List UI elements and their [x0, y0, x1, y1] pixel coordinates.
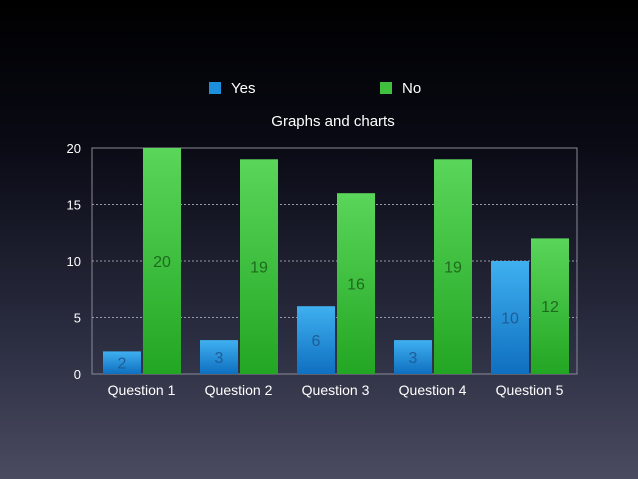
x-tick-label: Question 2 [205, 382, 273, 398]
chart-title: Graphs and charts [271, 113, 394, 130]
y-tick-label: 20 [67, 141, 81, 156]
legend-swatch [380, 82, 392, 94]
data-label: 19 [444, 260, 462, 277]
bar-yes-2 [200, 340, 238, 374]
bar-no-2 [240, 159, 278, 374]
data-label: 3 [409, 350, 418, 367]
data-label: 19 [250, 260, 268, 277]
y-tick-label: 0 [74, 367, 81, 382]
data-label: 20 [153, 254, 171, 271]
bar-no-4 [434, 159, 472, 374]
data-label: 3 [215, 350, 224, 367]
legend-label: No [402, 80, 421, 97]
data-label: 16 [347, 277, 365, 294]
bar-no-1 [143, 148, 181, 374]
bar-yes-5 [491, 261, 529, 374]
bar-yes-3 [297, 306, 335, 374]
bar-yes-1 [103, 351, 141, 374]
x-tick-label: Question 3 [302, 382, 370, 398]
chart-legend: Yes No [209, 80, 421, 97]
x-tick-label: Question 5 [496, 382, 564, 398]
legend-item-yes: Yes [209, 80, 255, 97]
legend-swatch [209, 82, 221, 94]
data-label: 6 [312, 333, 321, 350]
x-tick-label: Question 1 [108, 382, 176, 398]
data-label: 12 [541, 299, 559, 316]
y-tick-label: 15 [67, 198, 81, 213]
plot-area: 0 5 10 15 20 2 20 Question 1 3 19 Question 2 6 16 Que… [67, 141, 578, 398]
data-label: 2 [118, 356, 127, 373]
data-label: 10 [501, 311, 519, 328]
bar-yes-4 [394, 340, 432, 374]
bar-no-5 [531, 238, 569, 374]
legend-item-no: No [380, 80, 421, 97]
legend-label: Yes [231, 80, 255, 97]
y-tick-label: 5 [74, 311, 81, 326]
x-tick-label: Question 4 [399, 382, 467, 398]
y-tick-label: 10 [67, 254, 81, 269]
bar-no-3 [337, 193, 375, 374]
